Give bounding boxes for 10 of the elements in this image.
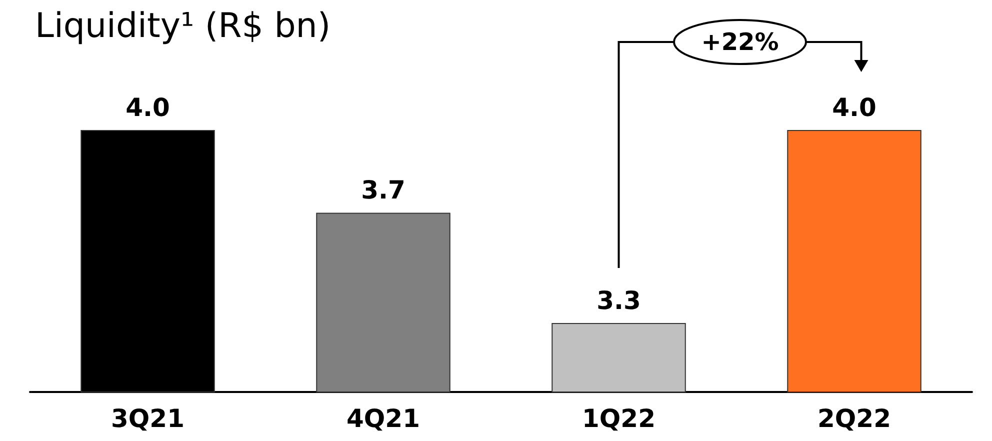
- data-label: 4.0: [126, 93, 170, 122]
- x-tick-label: 2Q22: [818, 404, 891, 433]
- data-label: 3.7: [361, 176, 406, 205]
- data-label: 3.3: [596, 286, 641, 316]
- x-tick-label: 4Q21: [346, 404, 420, 433]
- x-tick-label: 3Q21: [111, 404, 184, 433]
- data-label: 4.0: [832, 93, 876, 122]
- x-tick-label: 1Q22: [582, 404, 656, 433]
- text: +22%: [701, 28, 779, 56]
- chart-title: Liquidity¹ (R$ bn): [35, 6, 331, 46]
